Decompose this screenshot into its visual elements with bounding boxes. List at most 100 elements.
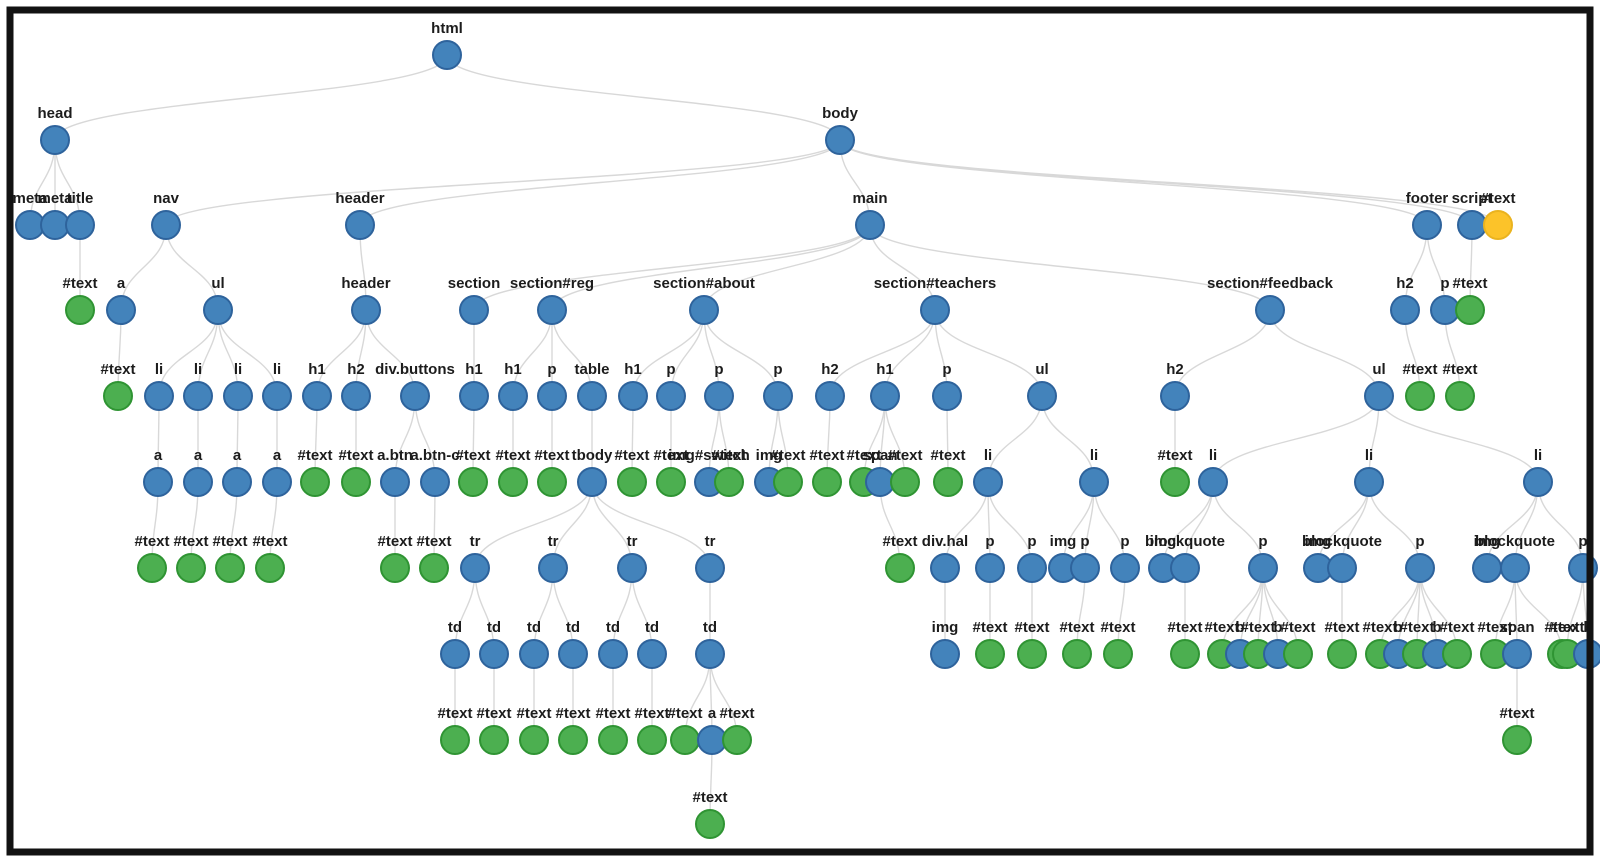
- tree-node-a[interactable]: [143, 467, 173, 497]
- tree-node-text[interactable]: [773, 467, 803, 497]
- tree-node-a.btn[interactable]: [380, 467, 410, 497]
- tree-node-tr[interactable]: [695, 553, 725, 583]
- tree-node-li[interactable]: [223, 381, 253, 411]
- tree-node-li[interactable]: [973, 467, 1003, 497]
- tree-node-blockquote[interactable]: [1170, 553, 1200, 583]
- tree-node-table[interactable]: [577, 381, 607, 411]
- tree-node-text[interactable]: [537, 467, 567, 497]
- tree-node-p[interactable]: [763, 381, 793, 411]
- tree-node-text[interactable]: [656, 467, 686, 497]
- tree-node-ul[interactable]: [1364, 381, 1394, 411]
- tree-node-section-teachers[interactable]: [920, 295, 950, 325]
- tree-node-text[interactable]: [695, 809, 725, 839]
- tree-node-text[interactable]: [479, 725, 509, 755]
- tree-node-a[interactable]: [222, 467, 252, 497]
- tree-node-header[interactable]: [345, 210, 375, 240]
- tree-node-text[interactable]: [65, 295, 95, 325]
- tree-node-text[interactable]: [1017, 639, 1047, 669]
- tree-node-text[interactable]: [1405, 381, 1435, 411]
- tree-node-text[interactable]: [1283, 639, 1313, 669]
- tree-node-text[interactable]: [933, 467, 963, 497]
- tree-node-script[interactable]: [1457, 210, 1487, 240]
- tree-node-ul[interactable]: [1027, 381, 1057, 411]
- tree-node-text[interactable]: [300, 467, 330, 497]
- tree-node-h2[interactable]: [1390, 295, 1420, 325]
- tree-node-text[interactable]: [255, 553, 285, 583]
- tree-node-tr[interactable]: [617, 553, 647, 583]
- tree-node-text[interactable]: [1103, 639, 1133, 669]
- tree-node-text[interactable]: [103, 381, 133, 411]
- tree-node-text[interactable]: [890, 467, 920, 497]
- tree-node-h2[interactable]: [1160, 381, 1190, 411]
- tree-node-h1[interactable]: [498, 381, 528, 411]
- tree-node-text[interactable]: [637, 725, 667, 755]
- tree-node-tr[interactable]: [538, 553, 568, 583]
- tree-node-h1[interactable]: [302, 381, 332, 411]
- tree-node-h1[interactable]: [870, 381, 900, 411]
- tree-node-span[interactable]: [865, 467, 895, 497]
- tree-node-text[interactable]: [380, 553, 410, 583]
- tree-node-text[interactable]: [885, 553, 915, 583]
- tree-node-meta[interactable]: [40, 210, 70, 240]
- tree-node-footer[interactable]: [1412, 210, 1442, 240]
- tree-node-a[interactable]: [183, 467, 213, 497]
- tree-node-tr[interactable]: [460, 553, 490, 583]
- tree-node-td[interactable]: [695, 639, 725, 669]
- tree-node-text[interactable]: [558, 725, 588, 755]
- tree-node-img[interactable]: [930, 639, 960, 669]
- tree-node-li[interactable]: [183, 381, 213, 411]
- tree-node-text[interactable]: [975, 639, 1005, 669]
- tree-node-meta[interactable]: [15, 210, 45, 240]
- tree-node-td[interactable]: [519, 639, 549, 669]
- tree-node-header[interactable]: [351, 295, 381, 325]
- tree-node-section-reg[interactable]: [537, 295, 567, 325]
- tree-node-p[interactable]: [975, 553, 1005, 583]
- tree-node-text[interactable]: [458, 467, 488, 497]
- tree-node-li[interactable]: [262, 381, 292, 411]
- tree-node-head[interactable]: [40, 125, 70, 155]
- tree-node-li[interactable]: [1198, 467, 1228, 497]
- tree-node-text[interactable]: [722, 725, 752, 755]
- tree-node-a[interactable]: [697, 725, 727, 755]
- tree-node-h2[interactable]: [341, 381, 371, 411]
- tree-node-text[interactable]: [1502, 725, 1532, 755]
- tree-node-p[interactable]: [1430, 295, 1460, 325]
- tree-node-text[interactable]: [670, 725, 700, 755]
- tree-node-text[interactable]: [1442, 639, 1472, 669]
- tree-node-td[interactable]: [440, 639, 470, 669]
- tree-node-text[interactable]: [519, 725, 549, 755]
- tree-node-text[interactable]: [137, 553, 167, 583]
- tree-node-li[interactable]: [1079, 467, 1109, 497]
- tree-node-a[interactable]: [262, 467, 292, 497]
- tree-node-p[interactable]: [656, 381, 686, 411]
- tree-node-blockquote[interactable]: [1500, 553, 1530, 583]
- tree-node-text[interactable]: [598, 725, 628, 755]
- tree-node-text[interactable]: [812, 467, 842, 497]
- tree-node-text[interactable]: [617, 467, 647, 497]
- tree-node-ul[interactable]: [203, 295, 233, 325]
- tree-node-text[interactable]: [714, 467, 744, 497]
- tree-node-text[interactable]: [419, 553, 449, 583]
- tree-node-p[interactable]: [537, 381, 567, 411]
- tree-node-p[interactable]: [1405, 553, 1435, 583]
- tree-node-p[interactable]: [1110, 553, 1140, 583]
- tree-node-h2[interactable]: [815, 381, 845, 411]
- tree-node-tbody[interactable]: [577, 467, 607, 497]
- tree-node-td[interactable]: [558, 639, 588, 669]
- tree-node-li[interactable]: [1523, 467, 1553, 497]
- tree-node-h1[interactable]: [459, 381, 489, 411]
- tree-node-section[interactable]: [459, 295, 489, 325]
- tree-node-blockquote[interactable]: [1327, 553, 1357, 583]
- tree-node-img[interactable]: [1472, 553, 1502, 583]
- tree-node-a.btn-c[interactable]: [420, 467, 450, 497]
- tree-node-p[interactable]: [704, 381, 734, 411]
- tree-node-text[interactable]: [1483, 210, 1513, 240]
- tree-node-body[interactable]: [825, 125, 855, 155]
- tree-node-div.hal[interactable]: [930, 553, 960, 583]
- tree-node-text[interactable]: [176, 553, 206, 583]
- tree-node-li[interactable]: [1354, 467, 1384, 497]
- tree-node-section-about[interactable]: [689, 295, 719, 325]
- tree-node-p[interactable]: [1017, 553, 1047, 583]
- tree-node-text[interactable]: [440, 725, 470, 755]
